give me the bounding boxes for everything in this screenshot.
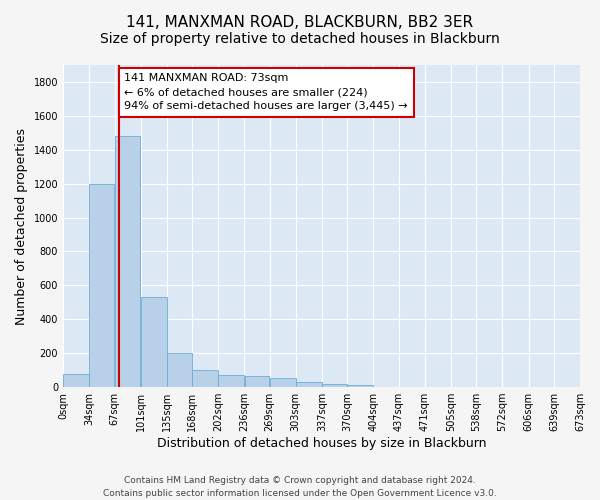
Y-axis label: Number of detached properties: Number of detached properties: [15, 128, 28, 324]
Bar: [347, 384, 373, 387]
Bar: [192, 370, 218, 387]
Bar: [322, 384, 347, 387]
Bar: [167, 353, 192, 387]
Text: 141 MANXMAN ROAD: 73sqm
← 6% of detached houses are smaller (224)
94% of semi-de: 141 MANXMAN ROAD: 73sqm ← 6% of detached…: [124, 74, 408, 112]
Bar: [141, 297, 167, 387]
Bar: [270, 378, 296, 387]
Bar: [245, 376, 269, 387]
Text: Size of property relative to detached houses in Blackburn: Size of property relative to detached ho…: [100, 32, 500, 46]
Bar: [218, 375, 244, 387]
Bar: [89, 184, 115, 387]
Text: 141, MANXMAN ROAD, BLACKBURN, BB2 3ER: 141, MANXMAN ROAD, BLACKBURN, BB2 3ER: [127, 15, 473, 30]
Bar: [115, 136, 140, 387]
X-axis label: Distribution of detached houses by size in Blackburn: Distribution of detached houses by size …: [157, 437, 486, 450]
Bar: [296, 382, 322, 387]
Text: Contains HM Land Registry data © Crown copyright and database right 2024.
Contai: Contains HM Land Registry data © Crown c…: [103, 476, 497, 498]
Bar: [63, 374, 89, 387]
